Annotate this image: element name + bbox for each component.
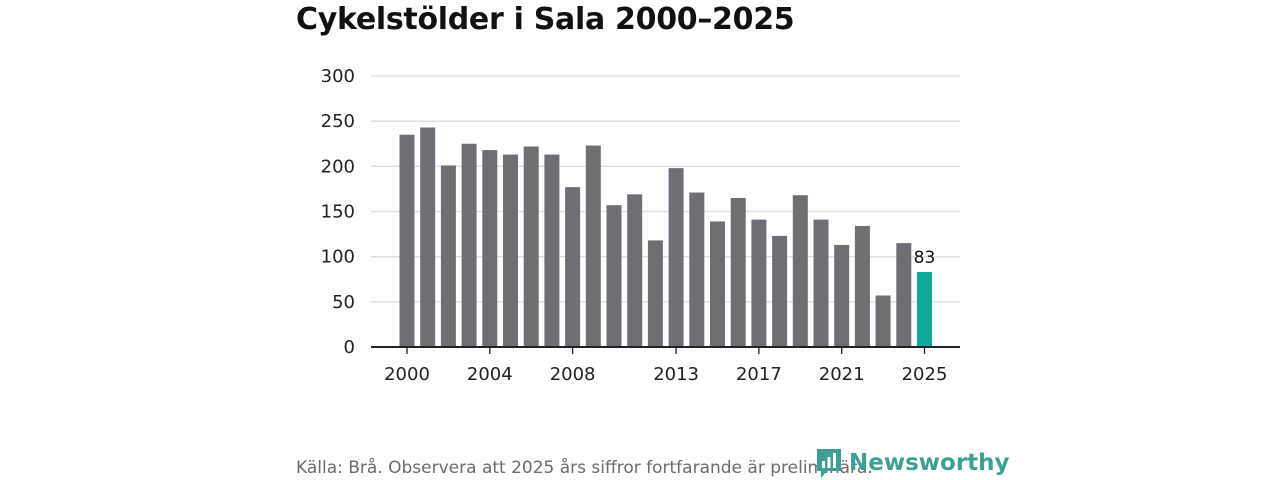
bar-2020 (813, 219, 829, 347)
bar-2021 (834, 244, 850, 347)
bar-2019 (792, 195, 808, 347)
bar-2014 (689, 192, 705, 347)
bar-2000 (399, 134, 415, 347)
bar-2015 (710, 221, 725, 347)
bars (399, 127, 932, 348)
bar-2024 (896, 243, 912, 347)
y-tick-label: 100 (321, 247, 355, 268)
y-tick-label: 50 (332, 292, 355, 313)
bar-2016 (730, 197, 746, 347)
data-label-2025: 83 (914, 248, 936, 268)
bar-2002 (440, 165, 456, 347)
newsworthy-logo-icon (817, 449, 841, 478)
y-tick-label: 200 (321, 156, 355, 177)
x-tick-label: 2000 (384, 364, 430, 385)
newsworthy-logo-text: Newsworthy (849, 450, 1010, 476)
bar-2006 (523, 146, 539, 347)
bar-2018 (772, 235, 788, 347)
bar-2008 (565, 187, 581, 347)
x-tick-label: 2021 (819, 364, 865, 385)
bar-2012 (647, 240, 663, 347)
x-tick-label: 2008 (550, 364, 596, 385)
y-tick-label: 300 (321, 66, 355, 87)
bar-2017 (751, 219, 767, 347)
x-tick-label: 2025 (902, 364, 948, 385)
bar-2022 (854, 225, 870, 347)
bar-2003 (461, 143, 477, 347)
data-labels: 83 (914, 248, 936, 268)
y-tick-label: 250 (321, 111, 355, 132)
bar-2001 (420, 127, 436, 348)
bar-2010 (606, 205, 622, 347)
source-note: Källa: Brå. Observera att 2025 års siffr… (296, 458, 873, 478)
bar-2005 (503, 154, 518, 347)
chart-title: Cykelstölder i Sala 2000–2025 (296, 2, 795, 37)
x-tick-label: 2013 (653, 364, 699, 385)
axes: 0 50 100 150 200 250 300 2000 2004 2008 2013 2017 20… (321, 66, 960, 385)
bar-2007 (544, 154, 560, 347)
bar-2011 (627, 194, 643, 347)
x-tick-label: 2004 (467, 364, 513, 385)
newsworthy-logo: Newsworthy (815, 446, 1010, 480)
y-tick-label: 150 (321, 202, 355, 223)
bar-2004 (482, 150, 498, 347)
gridlines (371, 75, 960, 303)
y-tick-label: 0 (344, 337, 355, 358)
bar-2023 (875, 295, 891, 347)
bar-2025 (917, 272, 932, 347)
bar-2009 (585, 145, 601, 347)
x-tick-label: 2017 (736, 364, 782, 385)
bar-2013 (668, 168, 684, 347)
